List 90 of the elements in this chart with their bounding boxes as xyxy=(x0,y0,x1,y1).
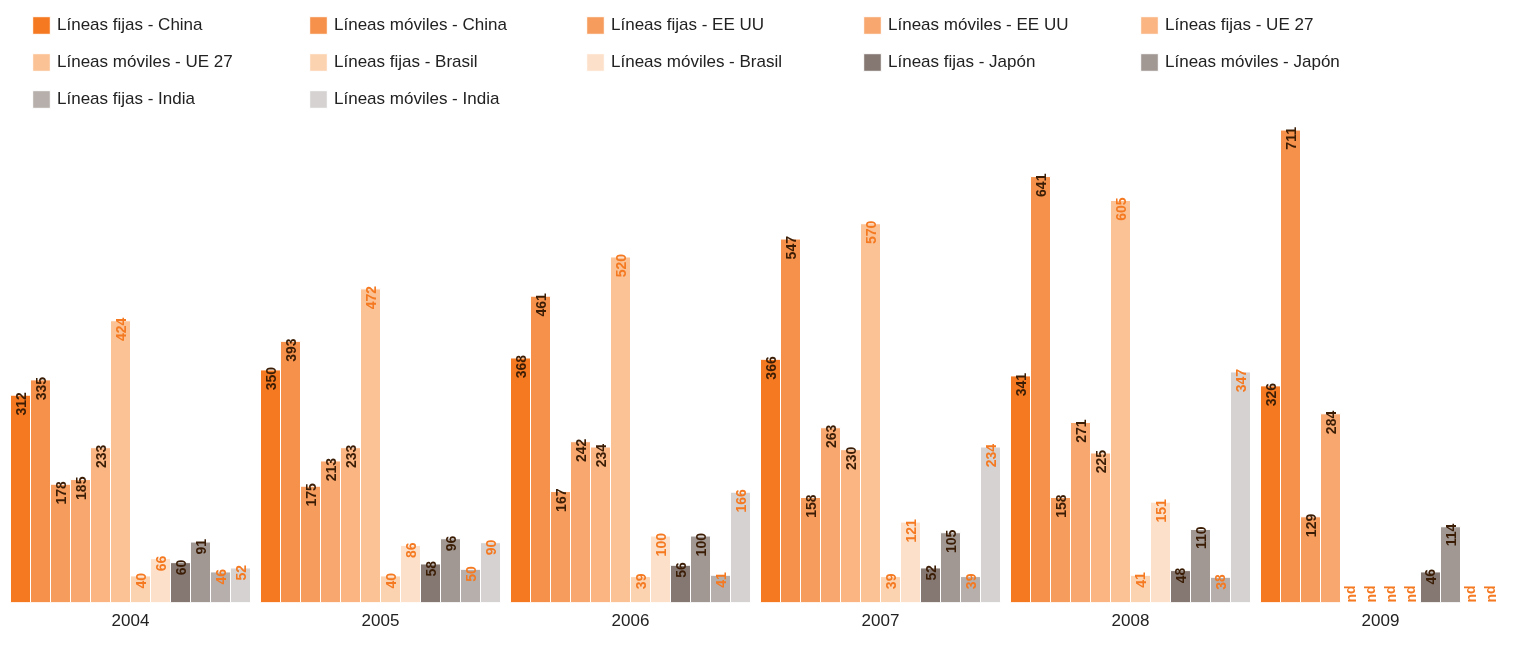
data-label: 158 xyxy=(802,494,819,518)
data-label: 129 xyxy=(1302,513,1319,538)
text: nd xyxy=(1362,585,1379,603)
data-label: 461 xyxy=(532,292,549,317)
data-label: 233 xyxy=(92,444,109,469)
data-label: 234 xyxy=(982,443,999,468)
data-label: 570 xyxy=(862,220,879,245)
data-label: 40 xyxy=(382,572,399,589)
data-label: 605 xyxy=(1112,197,1129,221)
x-tick-label: 2008 xyxy=(1111,610,1150,630)
data-label: 60 xyxy=(172,559,189,576)
x-tick-label: 2004 xyxy=(111,610,150,630)
text: nd xyxy=(1342,585,1359,603)
data-label: 326 xyxy=(1262,382,1279,407)
data-label: 48 xyxy=(1172,567,1189,584)
legend-label: Líneas móviles - Brasil xyxy=(611,52,783,72)
data-label: 158 xyxy=(1052,494,1069,518)
data-label: 52 xyxy=(922,564,939,581)
data-label: 225 xyxy=(1092,449,1109,474)
legend-label: Líneas móviles - UE 27 xyxy=(57,52,234,72)
text: nd xyxy=(1482,585,1499,603)
legend-label: Líneas móviles - Japón xyxy=(1165,52,1341,72)
legend-label: Líneas móviles - EE UU xyxy=(888,15,1070,35)
data-label: 38 xyxy=(1212,574,1229,590)
legend-label: Líneas móviles - China xyxy=(334,15,508,35)
data-label: 50 xyxy=(462,566,479,582)
data-label: 56 xyxy=(672,562,689,578)
data-label: 347 xyxy=(1232,368,1249,393)
data-label: 393 xyxy=(282,338,299,362)
data-label: 40 xyxy=(132,572,149,589)
data-label: 178 xyxy=(52,481,69,505)
data-label: 91 xyxy=(192,538,209,555)
data-label: 175 xyxy=(302,483,319,507)
data-label: 472 xyxy=(362,285,379,310)
data-label: 121 xyxy=(902,518,919,543)
data-label: 230 xyxy=(842,446,859,471)
data-label: 350 xyxy=(262,366,279,391)
legend-label: Líneas móviles - India xyxy=(334,89,501,109)
data-label: 105 xyxy=(942,529,959,554)
data-label: 424 xyxy=(112,317,129,342)
data-label: 234 xyxy=(592,443,609,468)
data-label: 100 xyxy=(652,532,669,557)
data-label: 39 xyxy=(882,573,899,590)
data-label: 167 xyxy=(552,488,569,512)
legend-label: Líneas fijas - Japón xyxy=(888,52,1037,72)
data-label: 100 xyxy=(692,532,709,557)
data-label: 641 xyxy=(1032,173,1049,197)
data-label: 284 xyxy=(1322,410,1339,435)
data-label: 263 xyxy=(822,424,839,449)
data-label: 96 xyxy=(442,535,459,552)
data-label: 46 xyxy=(1422,568,1439,585)
x-tick-label: 2009 xyxy=(1361,610,1400,630)
data-label: 86 xyxy=(402,542,419,558)
data-label: 366 xyxy=(762,356,779,380)
text: nd xyxy=(1402,585,1419,603)
legend-label: Líneas fijas - India xyxy=(57,89,196,109)
data-label: 46 xyxy=(212,568,229,585)
text: nd xyxy=(1382,585,1399,603)
data-label: 114 xyxy=(1442,523,1459,547)
x-tick-label: 2005 xyxy=(361,610,400,630)
data-label: 312 xyxy=(12,391,29,416)
data-label: 335 xyxy=(32,376,49,401)
data-label: 547 xyxy=(782,235,799,260)
x-tick-label: 2006 xyxy=(611,610,650,630)
data-label: 151 xyxy=(1152,498,1169,523)
data-label: 233 xyxy=(342,444,359,469)
text: nd xyxy=(1462,585,1479,603)
data-label: 39 xyxy=(962,573,979,590)
legend-label: Líneas fijas - China xyxy=(57,15,204,35)
data-label: 90 xyxy=(482,539,499,556)
data-label: 66 xyxy=(152,555,169,572)
legend-label: Líneas fijas - UE 27 xyxy=(1165,15,1315,35)
data-label: 368 xyxy=(512,354,529,379)
data-label: 110 xyxy=(1192,526,1209,549)
data-label: 41 xyxy=(712,572,729,588)
x-tick-label: 2007 xyxy=(861,610,900,630)
data-label: 271 xyxy=(1072,419,1089,443)
data-label: 41 xyxy=(1132,572,1149,588)
data-label: 185 xyxy=(72,476,89,500)
data-label: 341 xyxy=(1012,372,1029,397)
data-label: 52 xyxy=(232,564,249,581)
legend-label: Líneas fijas - Brasil xyxy=(334,52,479,72)
legend-label: Líneas fijas - EE UU xyxy=(611,15,766,35)
data-label: 39 xyxy=(632,573,649,590)
data-label: 58 xyxy=(422,560,439,577)
data-label: 213 xyxy=(322,457,339,482)
data-label: 520 xyxy=(612,253,629,278)
data-label: 711 xyxy=(1282,126,1299,150)
data-label: 166 xyxy=(732,488,749,513)
data-label: 242 xyxy=(572,438,589,463)
